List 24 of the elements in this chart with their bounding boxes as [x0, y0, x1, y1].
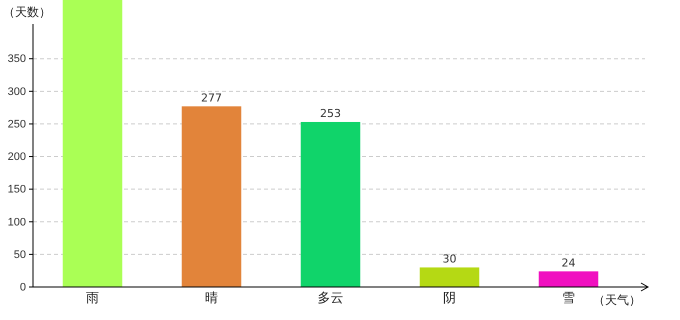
y-tick-label: 50: [14, 248, 26, 261]
bar: [62, 0, 122, 287]
y-tick-label: 150: [8, 184, 26, 196]
y-axis-title: （天数）: [3, 5, 51, 19]
y-tick-label: 100: [8, 216, 26, 228]
x-tick-label: 晴: [205, 290, 218, 306]
x-tick-label: 多云: [318, 290, 344, 306]
y-tick-label: 0: [20, 282, 26, 294]
data-label: 253: [320, 106, 341, 120]
bar: [538, 271, 598, 287]
x-tick-label: 雨: [86, 290, 99, 306]
y-tick-label: 250: [8, 118, 26, 130]
bar: [182, 106, 242, 287]
x-tick-label: 雪: [562, 290, 575, 306]
data-label: 277: [201, 91, 222, 104]
x-axis-title: （天气）: [593, 293, 641, 307]
y-tick-label: 300: [8, 86, 26, 98]
y-tick-label: 200: [8, 151, 26, 164]
bar: [300, 122, 360, 287]
y-tick-label: 350: [8, 53, 26, 66]
x-tick-label: 阴: [443, 290, 456, 306]
data-label: 24: [562, 256, 576, 270]
bar: [420, 267, 480, 287]
data-label: 30: [442, 252, 456, 266]
